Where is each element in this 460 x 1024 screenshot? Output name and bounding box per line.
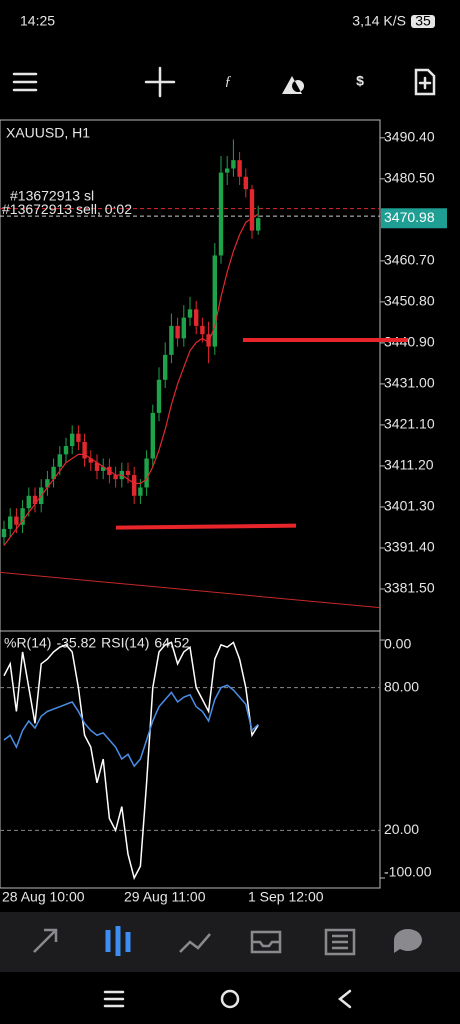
candle-body [94, 462, 100, 471]
nav-history[interactable] [250, 930, 282, 954]
y2-tick-label: 0.00 [384, 636, 411, 652]
y-tick-label: 3431.00 [384, 375, 435, 391]
candle-body [156, 379, 162, 413]
series-name: RSI(14) [101, 635, 149, 651]
candle-body [138, 487, 143, 496]
candle-body [57, 454, 62, 467]
status-time: 14:25 [20, 13, 55, 29]
order-label: #13672913 sell, 0:02 [2, 201, 132, 217]
y-tick-label: 3440.90 [384, 334, 435, 350]
candle-body [101, 466, 106, 471]
nav-chart[interactable] [105, 926, 131, 956]
chart-title: XAUUSD, H1 [6, 125, 90, 141]
trade-icon[interactable]: $ [356, 73, 364, 89]
y-tick-label: 3401.30 [384, 498, 435, 514]
series-name: %R(14) [4, 635, 51, 651]
candle-body [144, 458, 149, 488]
battery-icon [411, 15, 435, 28]
candle-body [63, 446, 69, 455]
candle-body [256, 218, 261, 231]
candle-body [150, 412, 155, 459]
last-price-label: 3470.98 [384, 209, 435, 225]
candle-body [8, 516, 13, 529]
nav-background [0, 912, 460, 972]
series-value: 64.52 [154, 635, 189, 651]
y-tick-label: 3480.50 [384, 170, 435, 186]
y-tick-label: 3391.40 [384, 539, 435, 555]
candle-body [20, 508, 25, 525]
candle-body [249, 189, 255, 231]
candle-body [88, 458, 93, 463]
candle-body [113, 475, 118, 480]
y-tick-label: 20.00 [384, 821, 419, 837]
battery-level: 35 [415, 13, 431, 29]
indicator-line [3, 641, 259, 881]
candle-body [218, 172, 224, 256]
bottom-nav [0, 912, 460, 1009]
candle-body [225, 168, 230, 173]
sys-recent[interactable] [103, 990, 125, 1008]
candle-body [26, 495, 31, 509]
candle-body [82, 441, 87, 459]
candle-body [175, 325, 180, 339]
nav-messages[interactable] [393, 928, 422, 953]
candle-body [32, 495, 38, 505]
nav-news[interactable] [324, 928, 356, 956]
candle-body [1, 528, 7, 538]
y2-tick-label: -100.00 [384, 864, 432, 880]
candle-body [132, 475, 137, 496]
indicator-icon[interactable]: ƒ [225, 74, 232, 89]
sys-back[interactable] [337, 989, 352, 1009]
y-tick-label: 3381.50 [384, 580, 435, 596]
candle-body [237, 160, 242, 177]
nav-trade[interactable] [179, 933, 211, 953]
toolbar: ƒ $ [12, 66, 436, 98]
candle-body [231, 160, 236, 169]
objects-icon[interactable] [282, 76, 305, 94]
candle-body [212, 255, 217, 347]
x-tick-label: 29 Aug 11:00 [124, 889, 206, 905]
candle-body [169, 325, 174, 355]
y-tick-label: 3460.70 [384, 252, 435, 268]
y-tick-label: 80.00 [384, 678, 419, 694]
candle-body [163, 354, 168, 380]
x-tick-label: 28 Aug 10:00 [2, 889, 85, 905]
trend-line [115, 523, 297, 530]
crosshair-icon[interactable] [144, 66, 176, 98]
x-tick-label: 1 Sep 12:00 [248, 889, 324, 905]
candle-body [243, 176, 248, 190]
candle-body [181, 317, 186, 339]
chart-frame [0, 119, 381, 889]
status-speed: 3,14 K/S [352, 13, 406, 29]
candle-body [51, 466, 56, 480]
new-order-icon[interactable] [414, 68, 436, 96]
last-price-box [381, 208, 447, 229]
candle-body [194, 309, 199, 326]
candle-body [14, 516, 19, 525]
y-tick-label: 3421.10 [384, 416, 435, 432]
moving-average [3, 213, 259, 546]
candle-body [45, 479, 50, 488]
candle-body [206, 334, 211, 347]
indicator-line [3, 684, 259, 768]
candle-body [187, 309, 193, 318]
order-label: #13672913 sl [10, 187, 94, 203]
sys-home[interactable] [220, 989, 240, 1009]
y-tick-label: 3450.80 [384, 293, 435, 309]
candle-body [200, 325, 205, 335]
candle-body [76, 433, 81, 442]
menu-icon[interactable] [12, 72, 38, 92]
y-tick-label: 3490.40 [384, 129, 435, 145]
trend-line [0, 571, 381, 609]
nav-quotes[interactable] [33, 928, 58, 953]
candle-body [70, 433, 75, 447]
y-tick-label: 3411.20 [384, 457, 434, 473]
series-value: -35.82 [56, 635, 96, 651]
candle-body [125, 470, 131, 476]
